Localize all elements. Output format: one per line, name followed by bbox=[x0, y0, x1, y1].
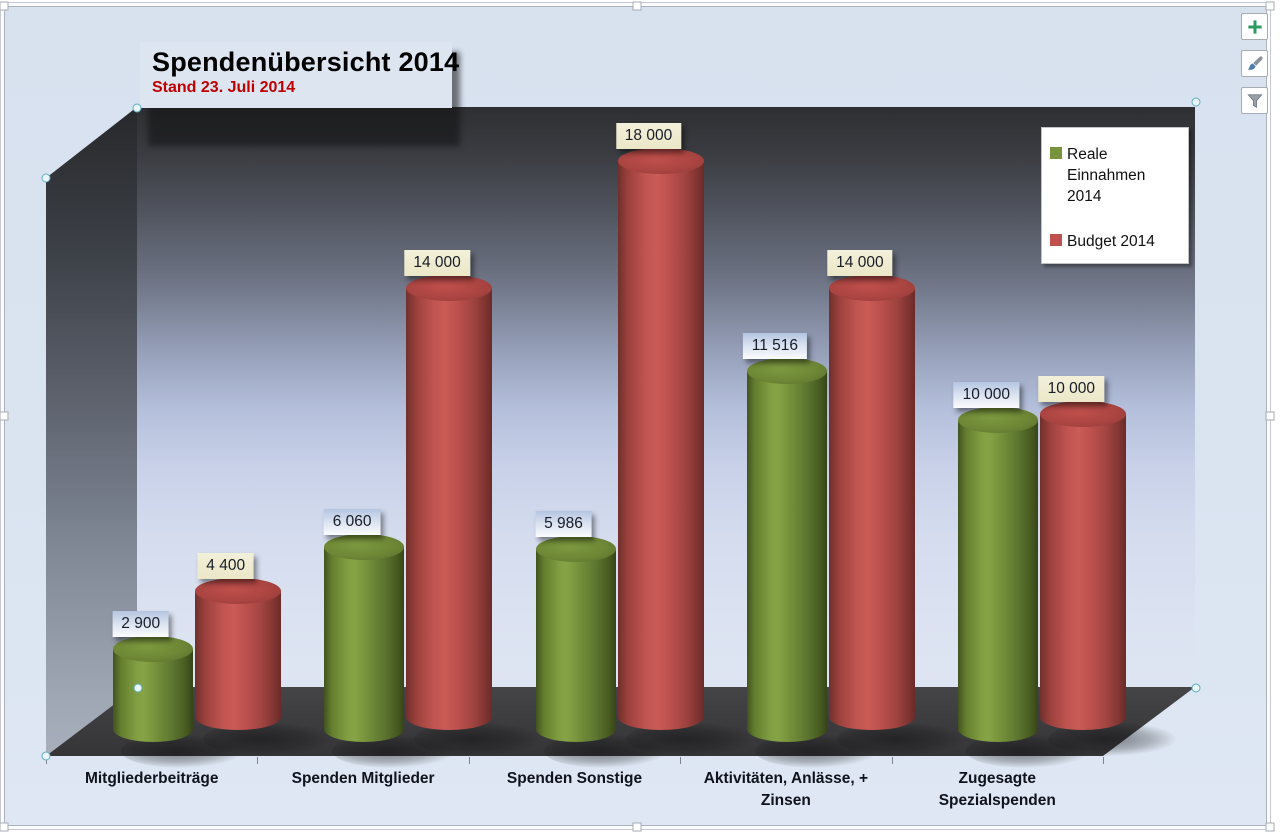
funnel-icon bbox=[1245, 91, 1265, 111]
plot-area-resize-handle[interactable] bbox=[1191, 97, 1201, 107]
chart-elements-button[interactable] bbox=[1241, 13, 1268, 40]
cylinder-bar-green[interactable] bbox=[324, 546, 405, 742]
legend-swatch-green bbox=[1050, 147, 1062, 159]
chart-legend[interactable]: Reale Einnahmen 2014 Budget 2014 bbox=[1041, 127, 1189, 264]
data-label[interactable]: 4 400 bbox=[197, 552, 255, 579]
cylinder-bar-red[interactable] bbox=[828, 287, 915, 730]
axis-tick bbox=[1103, 757, 1104, 764]
chart-title: Spendenübersicht 2014 bbox=[152, 47, 460, 77]
data-label[interactable]: 5 986 bbox=[535, 511, 592, 538]
data-label[interactable]: 10 000 bbox=[1038, 376, 1105, 402]
data-label[interactable]: 14 000 bbox=[404, 249, 470, 276]
data-label[interactable]: 10 000 bbox=[953, 382, 1020, 408]
category-axis-label[interactable]: Spenden Sonstige bbox=[506, 770, 643, 787]
cylinder-bar-green[interactable] bbox=[535, 549, 616, 742]
data-label[interactable]: 18 000 bbox=[615, 123, 682, 150]
data-label[interactable]: 6 060 bbox=[323, 508, 381, 535]
plot-area-resize-handle[interactable] bbox=[132, 103, 142, 113]
axis-tick bbox=[469, 757, 470, 764]
cylinder-bar-green[interactable] bbox=[746, 371, 827, 742]
category-axis-label[interactable]: Aktivitäten, Anlässe, + Zinsen bbox=[703, 770, 869, 809]
chart-resize-handle[interactable] bbox=[1265, 822, 1275, 832]
cylinder-bar-green[interactable] bbox=[112, 648, 193, 742]
chart-resize-handle[interactable] bbox=[0, 822, 9, 832]
plot-area-resize-handle[interactable] bbox=[41, 173, 51, 183]
cylinder-top-red bbox=[828, 274, 915, 301]
plot-area-resize-handle[interactable] bbox=[1191, 683, 1201, 693]
cylinder-top-red bbox=[1040, 401, 1127, 427]
chart-subtitle: Stand 23. Juli 2014 bbox=[152, 79, 296, 96]
axis-tick bbox=[892, 757, 893, 764]
cylinder-top-red bbox=[617, 148, 704, 175]
chart-tool-buttons bbox=[1241, 13, 1268, 114]
data-label[interactable]: 11 516 bbox=[742, 333, 808, 360]
cylinder-top-red bbox=[406, 274, 493, 301]
chart-resize-handle[interactable] bbox=[0, 411, 9, 421]
legend-label: Reale Einnahmen 2014 bbox=[1067, 146, 1146, 205]
axis-tick bbox=[46, 757, 47, 764]
category-axis-label[interactable]: Zugesagte Spezialspenden bbox=[938, 770, 1056, 809]
chart-resize-handle[interactable] bbox=[632, 1, 642, 11]
cylinder-top-green bbox=[324, 533, 405, 560]
cylinder-top-green bbox=[535, 536, 616, 563]
data-label[interactable]: 2 900 bbox=[112, 610, 170, 637]
paintbrush-icon bbox=[1245, 54, 1265, 74]
chart-filters-button[interactable] bbox=[1241, 87, 1268, 114]
chart-resize-handle[interactable] bbox=[632, 822, 642, 832]
legend-item-reale-einnahmen[interactable]: Reale Einnahmen 2014 bbox=[1050, 144, 1183, 207]
legend-item-budget[interactable]: Budget 2014 bbox=[1050, 231, 1183, 252]
data-label[interactable]: 14 000 bbox=[827, 249, 893, 276]
legend-label: Budget 2014 bbox=[1067, 233, 1155, 250]
category-axis-label[interactable]: Spenden Mitglieder bbox=[291, 770, 435, 787]
chart-title-box[interactable]: Spendenübersicht 2014 Stand 23. Juli 201… bbox=[140, 42, 460, 108]
cylinder-top-green bbox=[746, 358, 827, 385]
legend-swatch-red bbox=[1050, 234, 1062, 246]
chart-resize-handle[interactable] bbox=[1265, 411, 1275, 421]
cylinder-bar-green[interactable] bbox=[958, 420, 1039, 742]
plot-area-resize-handle[interactable] bbox=[133, 683, 143, 693]
category-axis-label[interactable]: Mitgliederbeiträge bbox=[84, 770, 219, 787]
cylinder-top-green bbox=[112, 635, 193, 662]
plot-area-resize-handle[interactable] bbox=[41, 751, 51, 761]
cylinder-bar-red[interactable] bbox=[617, 161, 704, 730]
axis-tick bbox=[680, 757, 681, 764]
chart-resize-handle[interactable] bbox=[0, 1, 9, 11]
cylinder-top-red bbox=[194, 577, 281, 604]
chart-resize-handle[interactable] bbox=[1265, 1, 1275, 11]
chart-styles-button[interactable] bbox=[1241, 50, 1268, 77]
cylinder-top-green bbox=[958, 407, 1039, 433]
cylinder-bar-red[interactable] bbox=[1040, 414, 1127, 730]
cylinder-bar-red[interactable] bbox=[406, 287, 493, 730]
plus-icon bbox=[1245, 17, 1265, 37]
axis-tick bbox=[257, 757, 258, 764]
cylinder-bar-red[interactable] bbox=[194, 590, 281, 730]
